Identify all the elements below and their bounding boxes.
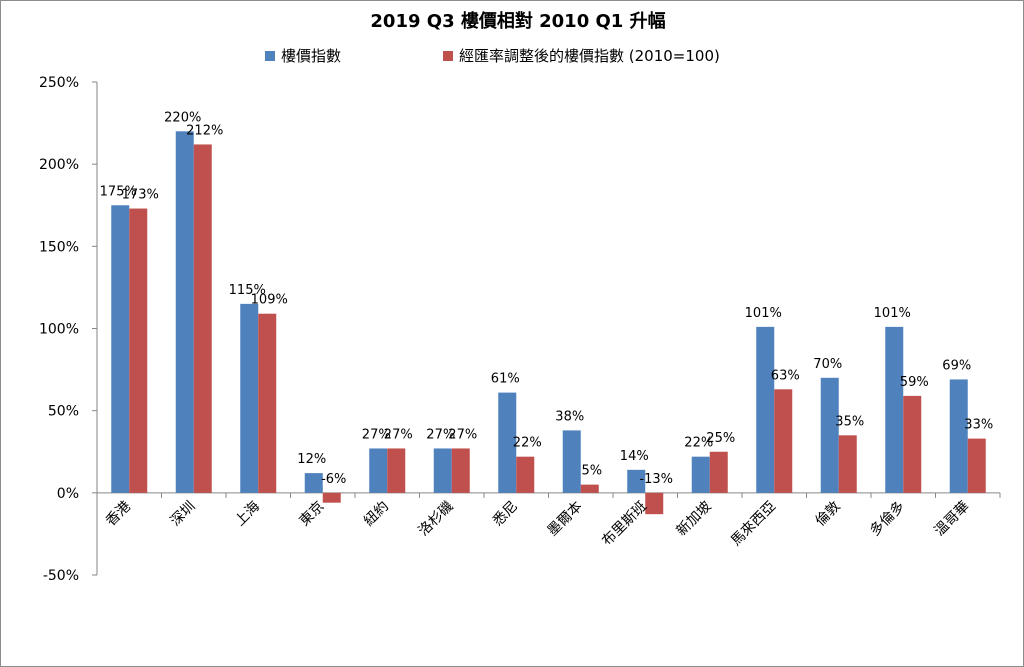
data-label: 27% <box>448 427 477 442</box>
bar <box>885 326 904 493</box>
bars <box>96 131 1001 515</box>
y-tick-label: 50% <box>48 404 79 420</box>
legend: 樓價指數 經匯率調整後的樓價指數 (2010=100) <box>265 47 720 65</box>
data-label: 27% <box>426 427 455 442</box>
legend-label: 樓價指數 <box>281 47 341 65</box>
y-tick-label: 200% <box>39 157 79 173</box>
data-label: 173% <box>122 188 159 203</box>
bar <box>451 448 470 493</box>
data-label: 220% <box>164 110 201 125</box>
data-label: 61% <box>491 372 520 387</box>
data-label: 35% <box>835 414 864 429</box>
data-label: 5% <box>581 464 602 479</box>
bar <box>193 144 212 493</box>
y-tick-label: 250% <box>39 75 79 91</box>
bar <box>645 492 664 515</box>
data-label: 101% <box>874 306 911 321</box>
bar <box>820 377 839 493</box>
bar <box>387 448 406 493</box>
data-label: 109% <box>251 293 288 308</box>
data-labels: 175%173%220%212%115%109%12%-6%27%27% 27%2… <box>100 110 994 487</box>
bar <box>627 469 646 493</box>
bar <box>774 389 793 493</box>
bar <box>516 456 535 493</box>
bar <box>903 395 922 493</box>
legend-swatch <box>265 51 275 61</box>
data-label: 22% <box>684 436 713 451</box>
legend-label: 經匯率調整後的樓價指數 (2010=100) <box>459 47 720 65</box>
data-label: 33% <box>964 418 993 433</box>
data-label: 212% <box>186 123 223 138</box>
y-tick-label: 0% <box>57 486 79 502</box>
bar <box>175 131 194 493</box>
bar <box>949 379 968 493</box>
y-tick-label: 100% <box>39 322 79 338</box>
bar <box>562 430 581 493</box>
data-label: 12% <box>297 452 326 467</box>
data-label: 27% <box>362 427 391 442</box>
legend-swatch <box>443 51 453 61</box>
bar <box>580 484 599 493</box>
data-label: 69% <box>942 358 971 373</box>
data-label: 22% <box>513 436 542 451</box>
data-label: 115% <box>229 283 266 298</box>
bar <box>709 451 728 493</box>
bar <box>838 435 857 493</box>
data-label: 38% <box>555 409 584 424</box>
data-label: 101% <box>745 306 782 321</box>
data-label: 25% <box>706 431 735 446</box>
data-label: 175% <box>100 184 137 199</box>
bar <box>433 448 452 493</box>
bar <box>369 448 388 493</box>
data-label: -6% <box>321 472 346 487</box>
bar <box>258 313 277 493</box>
bar <box>322 492 341 503</box>
data-label: 59% <box>900 375 929 390</box>
data-label: 70% <box>813 357 842 372</box>
bar <box>129 208 148 493</box>
bar <box>111 205 130 493</box>
y-tick-label: 150% <box>39 239 79 255</box>
chart-title: 2019 Q3 樓價相對 2010 Q1 升幅 <box>370 10 665 32</box>
data-label: -13% <box>639 472 673 487</box>
bar <box>967 438 986 493</box>
y-tick-label: -50% <box>43 568 79 584</box>
bar <box>304 473 323 493</box>
bar <box>691 456 710 493</box>
data-label: 63% <box>771 368 800 383</box>
bar <box>756 326 775 493</box>
data-label: 27% <box>384 427 413 442</box>
bar <box>240 303 259 493</box>
data-label: 14% <box>620 449 649 464</box>
bar <box>498 392 517 493</box>
